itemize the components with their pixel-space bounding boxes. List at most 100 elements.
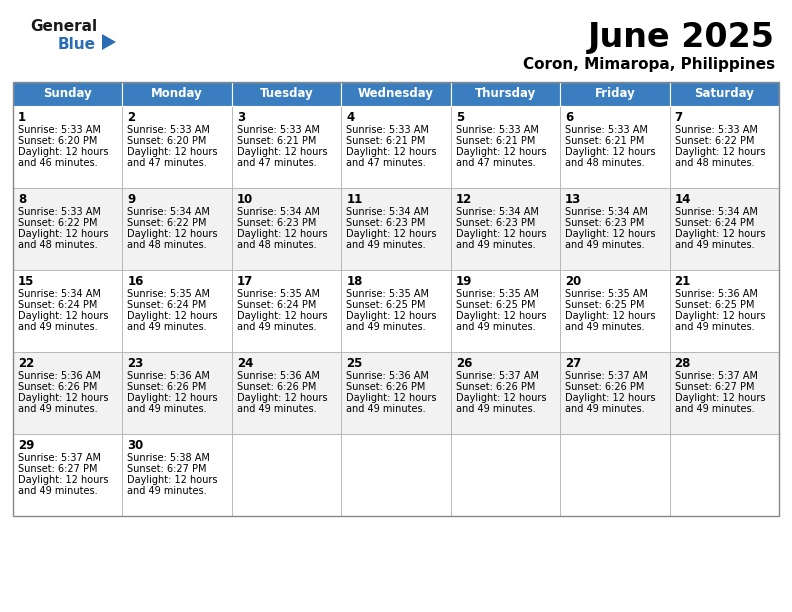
Text: Sunrise: 5:34 AM: Sunrise: 5:34 AM: [237, 207, 320, 217]
Text: and 49 minutes.: and 49 minutes.: [346, 240, 426, 250]
Bar: [669, 270, 779, 352]
Text: Daylight: 12 hours: Daylight: 12 hours: [346, 311, 436, 321]
Bar: [341, 270, 451, 352]
Bar: [13, 270, 123, 352]
Text: 20: 20: [565, 275, 581, 288]
Text: Daylight: 12 hours: Daylight: 12 hours: [18, 475, 109, 485]
Text: Daylight: 12 hours: Daylight: 12 hours: [346, 229, 436, 239]
Text: Daylight: 12 hours: Daylight: 12 hours: [128, 475, 218, 485]
Text: and 47 minutes.: and 47 minutes.: [237, 158, 317, 168]
Text: Sunrise: 5:33 AM: Sunrise: 5:33 AM: [675, 125, 757, 135]
Text: Sunset: 6:24 PM: Sunset: 6:24 PM: [675, 218, 754, 228]
Bar: [123, 188, 232, 270]
Text: 13: 13: [565, 193, 581, 206]
Text: Sunset: 6:23 PM: Sunset: 6:23 PM: [565, 218, 645, 228]
Text: Sunrise: 5:33 AM: Sunrise: 5:33 AM: [237, 125, 320, 135]
Text: and 49 minutes.: and 49 minutes.: [18, 322, 97, 332]
Text: Sunrise: 5:35 AM: Sunrise: 5:35 AM: [237, 289, 320, 299]
Text: Sunset: 6:26 PM: Sunset: 6:26 PM: [455, 382, 535, 392]
Bar: [232, 188, 341, 270]
Text: 15: 15: [18, 275, 34, 288]
Bar: [669, 82, 779, 106]
Text: Sunset: 6:25 PM: Sunset: 6:25 PM: [455, 300, 535, 310]
Text: Daylight: 12 hours: Daylight: 12 hours: [455, 147, 546, 157]
Bar: [451, 352, 560, 434]
Text: and 47 minutes.: and 47 minutes.: [128, 158, 208, 168]
Text: Daylight: 12 hours: Daylight: 12 hours: [565, 311, 656, 321]
Text: Sunrise: 5:36 AM: Sunrise: 5:36 AM: [346, 371, 429, 381]
Text: and 48 minutes.: and 48 minutes.: [128, 240, 207, 250]
Text: Sunrise: 5:37 AM: Sunrise: 5:37 AM: [455, 371, 539, 381]
Text: Daylight: 12 hours: Daylight: 12 hours: [565, 147, 656, 157]
Text: Daylight: 12 hours: Daylight: 12 hours: [675, 229, 765, 239]
Bar: [669, 106, 779, 188]
Text: Sunrise: 5:33 AM: Sunrise: 5:33 AM: [455, 125, 539, 135]
Bar: [560, 188, 669, 270]
Bar: [451, 82, 560, 106]
Text: 21: 21: [675, 275, 691, 288]
Text: Sunrise: 5:36 AM: Sunrise: 5:36 AM: [128, 371, 211, 381]
Text: and 48 minutes.: and 48 minutes.: [675, 158, 754, 168]
Text: Sunset: 6:26 PM: Sunset: 6:26 PM: [565, 382, 645, 392]
Text: 12: 12: [455, 193, 472, 206]
Text: and 48 minutes.: and 48 minutes.: [18, 240, 97, 250]
Text: and 47 minutes.: and 47 minutes.: [346, 158, 426, 168]
Text: 25: 25: [346, 357, 363, 370]
Text: Sunset: 6:23 PM: Sunset: 6:23 PM: [455, 218, 535, 228]
Text: Sunset: 6:27 PM: Sunset: 6:27 PM: [18, 464, 97, 474]
Text: 14: 14: [675, 193, 691, 206]
Bar: [560, 106, 669, 188]
Bar: [341, 434, 451, 516]
Text: Sunset: 6:26 PM: Sunset: 6:26 PM: [346, 382, 425, 392]
Text: Sunrise: 5:34 AM: Sunrise: 5:34 AM: [675, 207, 757, 217]
Text: Sunrise: 5:33 AM: Sunrise: 5:33 AM: [565, 125, 648, 135]
Text: and 49 minutes.: and 49 minutes.: [455, 404, 535, 414]
Text: 27: 27: [565, 357, 581, 370]
Text: 22: 22: [18, 357, 34, 370]
Bar: [232, 270, 341, 352]
Bar: [669, 188, 779, 270]
Text: Daylight: 12 hours: Daylight: 12 hours: [346, 147, 436, 157]
Text: Daylight: 12 hours: Daylight: 12 hours: [18, 229, 109, 239]
Text: and 49 minutes.: and 49 minutes.: [237, 322, 317, 332]
Bar: [341, 106, 451, 188]
Text: Sunrise: 5:37 AM: Sunrise: 5:37 AM: [565, 371, 648, 381]
Text: 4: 4: [346, 111, 355, 124]
Text: Monday: Monday: [151, 88, 203, 100]
Text: Sunset: 6:27 PM: Sunset: 6:27 PM: [128, 464, 207, 474]
Text: Daylight: 12 hours: Daylight: 12 hours: [675, 311, 765, 321]
Text: Sunset: 6:23 PM: Sunset: 6:23 PM: [346, 218, 425, 228]
Text: Sunset: 6:26 PM: Sunset: 6:26 PM: [18, 382, 97, 392]
Text: Sunrise: 5:33 AM: Sunrise: 5:33 AM: [346, 125, 429, 135]
Text: Daylight: 12 hours: Daylight: 12 hours: [455, 311, 546, 321]
Text: Sunrise: 5:34 AM: Sunrise: 5:34 AM: [128, 207, 211, 217]
Text: and 47 minutes.: and 47 minutes.: [455, 158, 535, 168]
Text: Daylight: 12 hours: Daylight: 12 hours: [18, 393, 109, 403]
Bar: [123, 82, 232, 106]
Text: Wednesday: Wednesday: [358, 88, 434, 100]
Bar: [13, 82, 779, 516]
Bar: [669, 352, 779, 434]
Text: Sunset: 6:25 PM: Sunset: 6:25 PM: [346, 300, 426, 310]
Text: Sunrise: 5:38 AM: Sunrise: 5:38 AM: [128, 453, 211, 463]
Text: Daylight: 12 hours: Daylight: 12 hours: [675, 147, 765, 157]
Bar: [560, 352, 669, 434]
Text: Sunset: 6:21 PM: Sunset: 6:21 PM: [346, 136, 425, 146]
Bar: [341, 188, 451, 270]
Text: Sunrise: 5:35 AM: Sunrise: 5:35 AM: [346, 289, 429, 299]
Bar: [13, 82, 123, 106]
Text: Sunrise: 5:34 AM: Sunrise: 5:34 AM: [455, 207, 539, 217]
Text: Daylight: 12 hours: Daylight: 12 hours: [128, 393, 218, 403]
Text: Sunset: 6:26 PM: Sunset: 6:26 PM: [237, 382, 316, 392]
Bar: [232, 82, 341, 106]
Text: Daylight: 12 hours: Daylight: 12 hours: [565, 229, 656, 239]
Bar: [451, 188, 560, 270]
Text: Daylight: 12 hours: Daylight: 12 hours: [237, 229, 327, 239]
Text: 8: 8: [18, 193, 26, 206]
Text: Daylight: 12 hours: Daylight: 12 hours: [565, 393, 656, 403]
Text: Friday: Friday: [595, 88, 635, 100]
Text: and 49 minutes.: and 49 minutes.: [237, 404, 317, 414]
Text: Sunset: 6:21 PM: Sunset: 6:21 PM: [565, 136, 645, 146]
Bar: [13, 352, 123, 434]
Bar: [451, 106, 560, 188]
